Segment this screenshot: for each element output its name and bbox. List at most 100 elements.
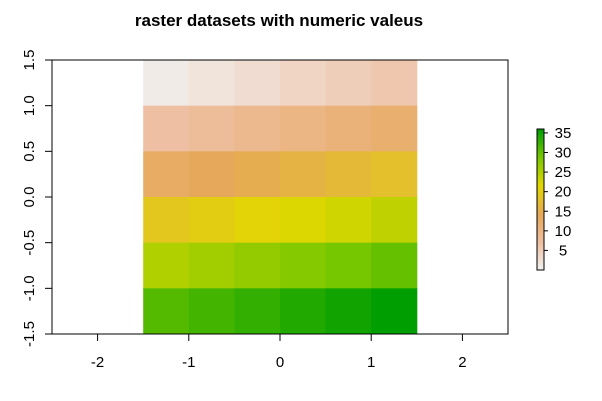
legend-color-step bbox=[537, 244, 544, 247]
raster-cell bbox=[188, 197, 235, 244]
raster-cell bbox=[371, 242, 418, 289]
legend-color-step bbox=[537, 192, 544, 196]
raster-cell bbox=[188, 151, 235, 198]
x-tick-label: -2 bbox=[91, 354, 104, 371]
legend-color-step bbox=[537, 225, 544, 229]
legend-color-step bbox=[537, 136, 544, 139]
legend-color-step bbox=[537, 218, 544, 222]
raster-cell bbox=[280, 242, 327, 289]
legend-color-step bbox=[537, 152, 544, 156]
raster-cell bbox=[188, 105, 235, 152]
y-tick-label: -1.5 bbox=[21, 321, 38, 347]
raster-cell bbox=[234, 60, 281, 107]
raster-cell bbox=[325, 60, 372, 107]
raster-cell bbox=[325, 105, 372, 152]
raster-cell bbox=[188, 288, 235, 335]
raster-cell bbox=[143, 197, 190, 244]
legend-color-step bbox=[537, 133, 544, 137]
legend-tick-label: 30 bbox=[555, 145, 572, 162]
legend-frame bbox=[536, 128, 545, 271]
x-tick-label: 1 bbox=[367, 354, 375, 371]
raster-cell bbox=[234, 242, 281, 289]
legend-color-step bbox=[537, 143, 544, 146]
legend-color-step bbox=[537, 211, 544, 214]
color-legend: 5 10 15 20 25 30 35 bbox=[536, 125, 572, 271]
legend-color-step bbox=[537, 161, 544, 165]
x-axis: -2 -1 0 1 2 bbox=[91, 333, 467, 371]
raster-cell bbox=[143, 288, 190, 335]
legend-color-step bbox=[537, 168, 544, 172]
y-tick-label: 0.5 bbox=[21, 141, 38, 162]
legend-color-step bbox=[537, 147, 544, 151]
raster-cell bbox=[280, 151, 327, 198]
y-tick-label: -1.0 bbox=[21, 275, 38, 301]
raster-cell bbox=[234, 288, 281, 335]
raster-cell bbox=[143, 105, 190, 152]
legend-color-step bbox=[537, 239, 544, 243]
raster-cell bbox=[234, 105, 281, 152]
legend-color-step bbox=[537, 223, 544, 226]
raster-cell bbox=[188, 60, 235, 107]
chart-title: raster datasets with numeric valeus bbox=[135, 11, 423, 30]
legend-color-step bbox=[537, 140, 544, 144]
legend-color-step bbox=[537, 255, 544, 259]
legend-color-step bbox=[537, 241, 544, 245]
legend-color-step bbox=[537, 138, 544, 142]
legend-color-step bbox=[537, 194, 544, 198]
legend-color-step bbox=[537, 173, 544, 177]
legend-color-step bbox=[537, 197, 544, 200]
legend-color-step bbox=[537, 176, 544, 179]
raster-cell bbox=[325, 288, 372, 335]
legend-color-step bbox=[537, 237, 544, 240]
legend-tick-label: 20 bbox=[555, 184, 572, 201]
legend-color-step bbox=[537, 208, 544, 212]
raster-cell bbox=[280, 288, 327, 335]
raster-cell bbox=[280, 105, 327, 152]
y-axis: -1.5 -1.0 -0.5 0.0 0.5 1.0 1.5 bbox=[21, 50, 53, 347]
legend-color-step bbox=[537, 190, 544, 193]
legend-tick-label: 10 bbox=[555, 223, 572, 240]
legend-color-step bbox=[537, 262, 544, 266]
raster-cell bbox=[143, 151, 190, 198]
y-tick-label: 1.0 bbox=[21, 95, 38, 116]
legend-color-step bbox=[537, 251, 544, 254]
legend-color-step bbox=[537, 201, 544, 205]
x-tick-label: 0 bbox=[276, 354, 284, 371]
legend-color-step bbox=[537, 260, 544, 264]
legend-color-step bbox=[537, 187, 544, 191]
legend-color-step bbox=[537, 157, 544, 160]
raster-cell bbox=[280, 197, 327, 244]
legend-color-step bbox=[537, 265, 544, 269]
raster-cell bbox=[188, 242, 235, 289]
legend-color-step bbox=[537, 227, 544, 231]
legend-color-step bbox=[537, 267, 544, 271]
legend-color-step bbox=[537, 213, 544, 217]
raster-cell bbox=[325, 242, 372, 289]
raster-cell bbox=[325, 151, 372, 198]
legend-color-step bbox=[537, 145, 544, 149]
legend-tick-label: 25 bbox=[555, 164, 572, 181]
legend-color-step bbox=[537, 185, 544, 189]
legend-color-step bbox=[537, 232, 544, 236]
legend-color-step bbox=[537, 150, 544, 153]
legend-color-step bbox=[537, 204, 544, 207]
legend-color-step bbox=[537, 180, 544, 184]
legend-color-step bbox=[537, 258, 544, 261]
x-tick-label: -1 bbox=[182, 354, 195, 371]
x-tick-label: 2 bbox=[458, 354, 466, 371]
legend-tick-label: 35 bbox=[555, 125, 572, 142]
legend-color-step bbox=[537, 164, 544, 167]
legend-color-step bbox=[537, 253, 544, 257]
y-tick-label: 0.0 bbox=[21, 187, 38, 208]
legend-color-step bbox=[537, 230, 544, 233]
legend-tick-label: 15 bbox=[555, 203, 572, 220]
raster-cell bbox=[234, 197, 281, 244]
legend-tick-label: 5 bbox=[559, 242, 567, 259]
legend-color-step bbox=[537, 215, 544, 219]
raster-cell bbox=[371, 151, 418, 198]
raster-cell bbox=[371, 60, 418, 107]
legend-color-step bbox=[537, 220, 544, 224]
y-tick-label: 1.5 bbox=[21, 50, 38, 71]
raster-cell bbox=[371, 197, 418, 244]
